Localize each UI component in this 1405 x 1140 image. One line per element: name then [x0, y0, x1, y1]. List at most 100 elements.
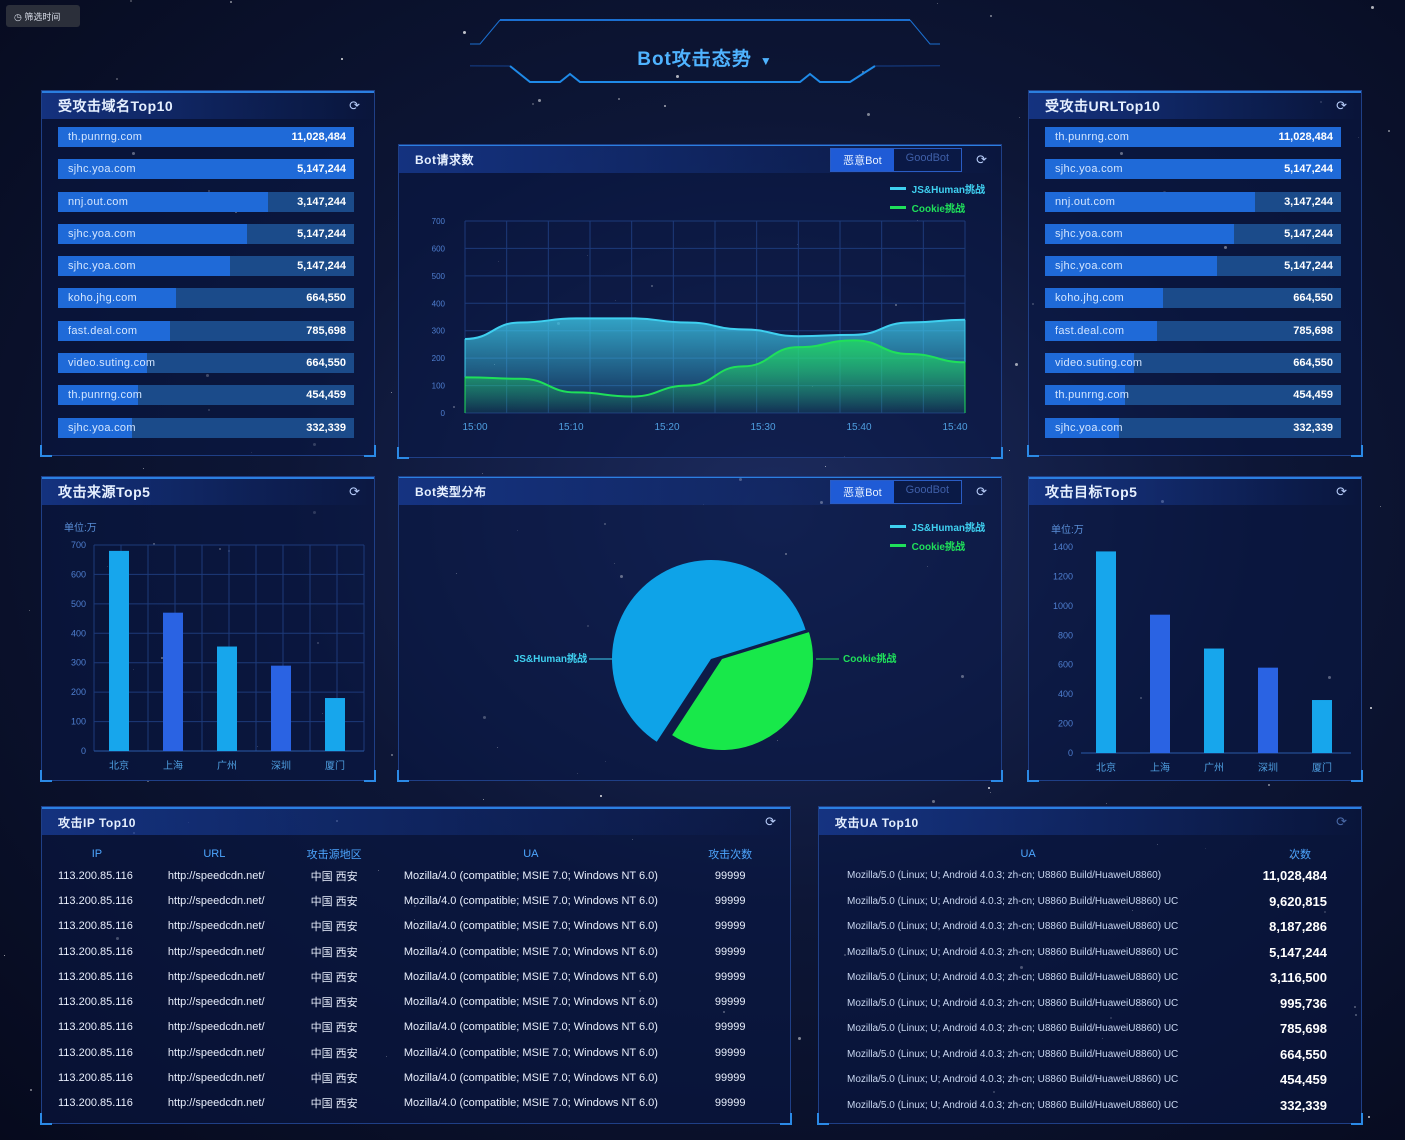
- table-row[interactable]: Mozilla/5.0 (Linux; U; Android 4.0.3; zh…: [819, 965, 1361, 991]
- bar-list-item[interactable]: th.punrng.com 11,028,484: [1045, 127, 1341, 147]
- item-value: 664,550: [1293, 292, 1333, 305]
- table-row[interactable]: 113.200.85.116 http://speedcdn.net/中国 西安 M…: [42, 939, 790, 964]
- item-value: 5,147,244: [1284, 227, 1333, 240]
- y-tick-label: 200: [71, 687, 86, 697]
- bar-list-item[interactable]: fast.deal.com 785,698: [1045, 320, 1341, 341]
- y-tick-label: 600: [71, 569, 86, 579]
- refresh-icon[interactable]: ⟳: [976, 483, 987, 499]
- panel-header: 受攻击域名Top10 ⟳: [42, 91, 374, 119]
- star: [1370, 5, 1374, 9]
- bar-list-item[interactable]: th.punrng.com 454,459: [1045, 385, 1341, 406]
- x-tick-label: 15:30: [750, 422, 775, 433]
- dashboard-title[interactable]: Bot攻击态势 ▼: [470, 44, 940, 71]
- ua-cell: Mozilla/5.0 (Linux; U; Android 4.0.3; zh…: [847, 921, 1179, 933]
- bar: [325, 698, 345, 751]
- attack-ip-panel: 攻击IP Top10 ⟳ IP URL 攻击源地区 UA 攻击次数 113.20…: [40, 806, 792, 1125]
- bar-list-item[interactable]: nnj.out.com 3,147,244: [1045, 191, 1341, 212]
- table-row[interactable]: 113.200.85.116 http://speedcdn.net/中国 西安 M…: [42, 888, 790, 913]
- attack-target-panel: 攻击目标Top5 ⟳ 单位:万 0 200 400 600 800 1000 1200 140…: [1027, 476, 1363, 782]
- count-cell: 99999: [714, 945, 746, 958]
- bar-list-item[interactable]: sjhc.yoa.com 332,339: [58, 417, 354, 438]
- bar-list-item[interactable]: sjhc.yoa.com 5,147,244: [1045, 256, 1341, 277]
- table-row[interactable]: 113.200.85.116 http://speedcdn.net/中国 西安 M…: [42, 989, 790, 1014]
- table-row[interactable]: Mozilla/5.0 (Linux; U; Android 4.0.3; zh…: [819, 914, 1361, 940]
- item-value: 785,698: [1293, 324, 1333, 337]
- y-tick-label: 700: [432, 217, 446, 226]
- table-row[interactable]: 113.200.85.116 http://speedcdn.net/中国 西安 M…: [42, 1015, 790, 1040]
- table-row[interactable]: 113.200.85.116 http://speedcdn.net/中国 西安 M…: [42, 964, 790, 989]
- star: [988, 787, 991, 790]
- bar: [271, 665, 291, 751]
- malicious-bot-tab[interactable]: 恶意Bot: [831, 148, 894, 171]
- item-name: sjhc.yoa.com: [68, 163, 136, 176]
- table-row[interactable]: Mozilla/5.0 (Linux; U; Android 4.0.3; zh…: [819, 1042, 1361, 1068]
- bar-fill: [58, 417, 132, 438]
- attack-source-panel: 攻击来源Top5 ⟳ 单位:万 0 100 200 300 400 500 600 700 北京…: [40, 476, 376, 782]
- table-row[interactable]: 113.200.85.116 http://speedcdn.net/中国 西安 M…: [42, 1065, 790, 1090]
- bar-list-item[interactable]: nnj.out.com 3,147,244: [58, 191, 354, 212]
- count-cell: 664,550: [1280, 1046, 1327, 1062]
- good-bot-tab[interactable]: GoodBot: [893, 148, 962, 171]
- table-row[interactable]: 113.200.85.116 http://speedcdn.net/中国 西安 M…: [42, 1091, 790, 1116]
- item-name: fast.deal.com: [1055, 324, 1125, 337]
- refresh-icon[interactable]: ⟳: [1336, 814, 1347, 829]
- x-tick-label: 15:40: [846, 422, 871, 433]
- y-tick-label: 700: [71, 540, 86, 550]
- panel-title: 受攻击域名Top10: [58, 98, 174, 114]
- refresh-icon[interactable]: ⟳: [349, 484, 360, 499]
- region-cell: 中国 西安: [310, 921, 358, 934]
- star: [30, 1089, 33, 1092]
- table-row[interactable]: Mozilla/5.0 (Linux; U; Android 4.0.3; zh…: [819, 1067, 1361, 1093]
- count-cell: 99999: [714, 1072, 746, 1085]
- table-row[interactable]: Mozilla/5.0 (Linux; U; Android 4.0.3; zh…: [819, 1016, 1361, 1042]
- refresh-icon[interactable]: ⟳: [765, 814, 776, 829]
- refresh-icon[interactable]: ⟳: [1336, 98, 1347, 113]
- bar-list-item[interactable]: koho.jhg.com 664,550: [1045, 288, 1341, 309]
- bar-list-item[interactable]: sjhc.yoa.com 332,339: [1045, 417, 1341, 438]
- chevron-down-icon: ▼: [759, 54, 773, 68]
- column-header-ip: IP: [91, 848, 103, 860]
- refresh-icon[interactable]: ⟳: [976, 151, 987, 167]
- bar-list-item[interactable]: koho.jhg.com 664,550: [58, 288, 354, 309]
- bar-list-item[interactable]: sjhc.yoa.com 5,147,244: [1045, 223, 1341, 244]
- good-bot-tab[interactable]: GoodBot: [893, 480, 962, 503]
- y-tick-label: 400: [432, 299, 446, 308]
- bar-fill: [1045, 353, 1134, 374]
- bar-list-item[interactable]: th.punrng.com 454,459: [58, 385, 354, 406]
- region-cell: 中国 西安: [310, 1022, 358, 1035]
- star: [537, 98, 541, 102]
- bar-list-item[interactable]: sjhc.yoa.com 5,147,244: [58, 223, 354, 244]
- table-row[interactable]: 113.200.85.116 http://speedcdn.net/中国 西安 M…: [42, 1040, 790, 1065]
- item-value: 3,147,244: [297, 195, 346, 208]
- star: [142, 468, 144, 470]
- refresh-icon[interactable]: ⟳: [1336, 484, 1347, 499]
- table-row[interactable]: Mozilla/5.0 (Linux; U; Android 4.0.3; zh…: [819, 863, 1361, 889]
- bar-list-item[interactable]: sjhc.yoa.com 5,147,244: [1045, 159, 1341, 180]
- count-cell: 995,736: [1280, 995, 1327, 1011]
- bar-list-item[interactable]: sjhc.yoa.com 5,147,244: [58, 159, 354, 180]
- item-name: th.punrng.com: [1055, 389, 1130, 402]
- attack-source-bar-chart: 0 100 200 300 400 500 600 700 北京 上海 广州 深圳 厦门: [71, 540, 365, 772]
- ua-cell: Mozilla/5.0 (Linux; U; Android 4.0.3; zh…: [847, 1048, 1179, 1060]
- table-row[interactable]: Mozilla/5.0 (Linux; U; Android 4.0.3; zh…: [819, 1093, 1361, 1119]
- count-cell: 332,339: [1280, 1097, 1327, 1113]
- pie-label-js-human: JS&Human挑战: [514, 652, 587, 665]
- table-row[interactable]: 113.200.85.116 http://speedcdn.net/中国 西安 M…: [42, 914, 790, 939]
- table-row[interactable]: 113.200.85.116 http://speedcdn.net/中国 西安 M…: [42, 863, 790, 888]
- star: [462, 31, 466, 35]
- x-tick-label: 北京: [1096, 761, 1116, 774]
- bar: [109, 550, 129, 751]
- table-row[interactable]: Mozilla/5.0 (Linux; U; Android 4.0.3; zh…: [819, 991, 1361, 1017]
- bar-list-item[interactable]: sjhc.yoa.com 5,147,244: [58, 256, 354, 277]
- bar-list-item[interactable]: video.suting.com 664,550: [1045, 353, 1341, 374]
- bar-list-item[interactable]: th.punrng.com 11,028,484: [58, 127, 354, 147]
- malicious-bot-tab[interactable]: 恶意Bot: [831, 480, 894, 503]
- table-row[interactable]: Mozilla/5.0 (Linux; U; Android 4.0.3; zh…: [819, 940, 1361, 966]
- bar-list-item[interactable]: fast.deal.com 785,698: [58, 320, 354, 341]
- x-tick-label: 广州: [1204, 762, 1224, 774]
- table-row[interactable]: Mozilla/5.0 (Linux; U; Android 4.0.3; zh…: [819, 889, 1361, 915]
- bar-list-item[interactable]: video.suting.com 664,550: [58, 353, 354, 374]
- dashboard-header: Bot攻击态势 ▼: [470, 16, 940, 88]
- refresh-icon[interactable]: ⟳: [349, 98, 360, 113]
- filter-time-button[interactable]: ◷ 筛选时间: [6, 5, 80, 27]
